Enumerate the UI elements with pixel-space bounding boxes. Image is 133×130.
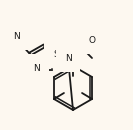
Text: N: N [13,31,19,41]
Text: C: C [19,22,25,31]
Text: S: S [25,14,31,22]
Text: N: N [65,54,71,63]
Text: O: O [88,35,95,44]
Text: S: S [53,50,59,58]
Text: N: N [34,63,40,73]
